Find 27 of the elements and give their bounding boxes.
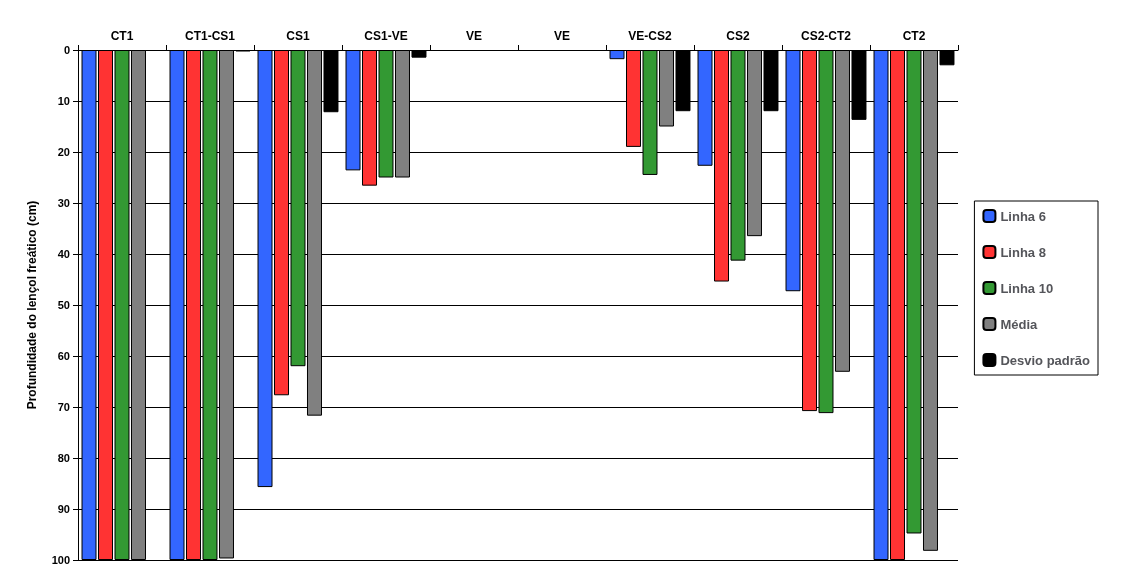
x-tick-label: CS2 — [726, 29, 750, 43]
y-tick-label: 0 — [63, 44, 70, 56]
y-tick-label: 80 — [57, 452, 70, 464]
y-tick-label: 10 — [57, 95, 70, 107]
x-tick-label: VE — [553, 29, 571, 43]
legend-label: Linha 6 — [1000, 208, 1046, 224]
legend-label: Linha 8 — [1000, 244, 1046, 260]
y-tick-label: 20 — [57, 146, 70, 158]
y-tick-label: 60 — [57, 350, 70, 362]
legend-label: Desvio padrão — [1000, 352, 1091, 368]
x-tick-label: CS1-VE — [364, 29, 408, 43]
y-tick-label: 100 — [51, 554, 70, 566]
y-tick-label: 50 — [57, 299, 70, 311]
legend-label: Linha 10 — [1000, 280, 1054, 296]
x-tick-label: CT1 — [110, 29, 134, 43]
y-tick-label: 40 — [57, 248, 70, 260]
x-tick-label: VE — [465, 29, 483, 43]
x-tick-label: VE-CS2 — [628, 29, 672, 43]
y-tick-label: 90 — [57, 503, 70, 515]
y-tick-label: 70 — [57, 401, 70, 413]
legend-label: Média — [1000, 316, 1039, 332]
y-axis-title: Profundidade do lençol freático (cm) — [25, 200, 39, 410]
y-tick-label: 30 — [57, 197, 70, 209]
x-tick-label: CT2 — [902, 29, 926, 43]
x-tick-label: CS2-CT2 — [800, 29, 852, 43]
x-tick-label: CT1-CS1 — [184, 29, 236, 43]
x-tick-label: CS1 — [286, 29, 310, 43]
